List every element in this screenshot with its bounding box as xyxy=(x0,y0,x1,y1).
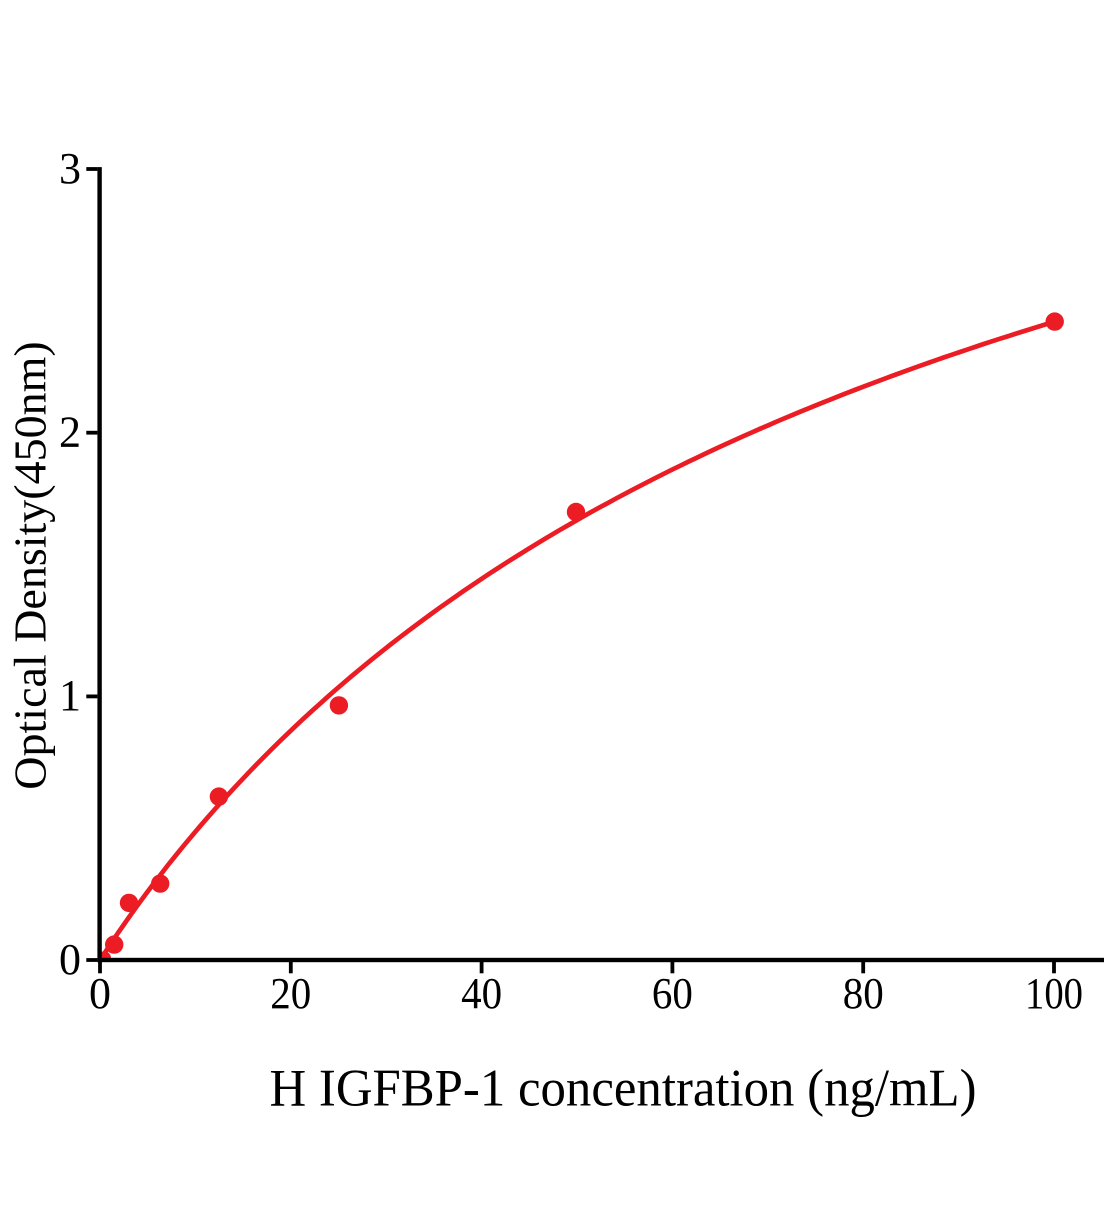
svg-text:40: 40 xyxy=(461,969,502,1018)
svg-text:2: 2 xyxy=(59,408,81,457)
svg-text:Optical Density(450nm): Optical Density(450nm) xyxy=(4,341,55,789)
svg-text:20: 20 xyxy=(270,969,311,1018)
svg-text:0: 0 xyxy=(59,935,81,984)
svg-text:0: 0 xyxy=(89,969,111,1018)
svg-text:100: 100 xyxy=(1025,969,1083,1018)
svg-text:1: 1 xyxy=(59,671,81,720)
svg-text:3: 3 xyxy=(59,144,81,193)
svg-text:80: 80 xyxy=(843,969,884,1018)
svg-text:60: 60 xyxy=(652,969,693,1018)
svg-text:H IGFBP-1 concentration (ng/mL: H IGFBP-1 concentration (ng/mL) xyxy=(270,1060,977,1118)
